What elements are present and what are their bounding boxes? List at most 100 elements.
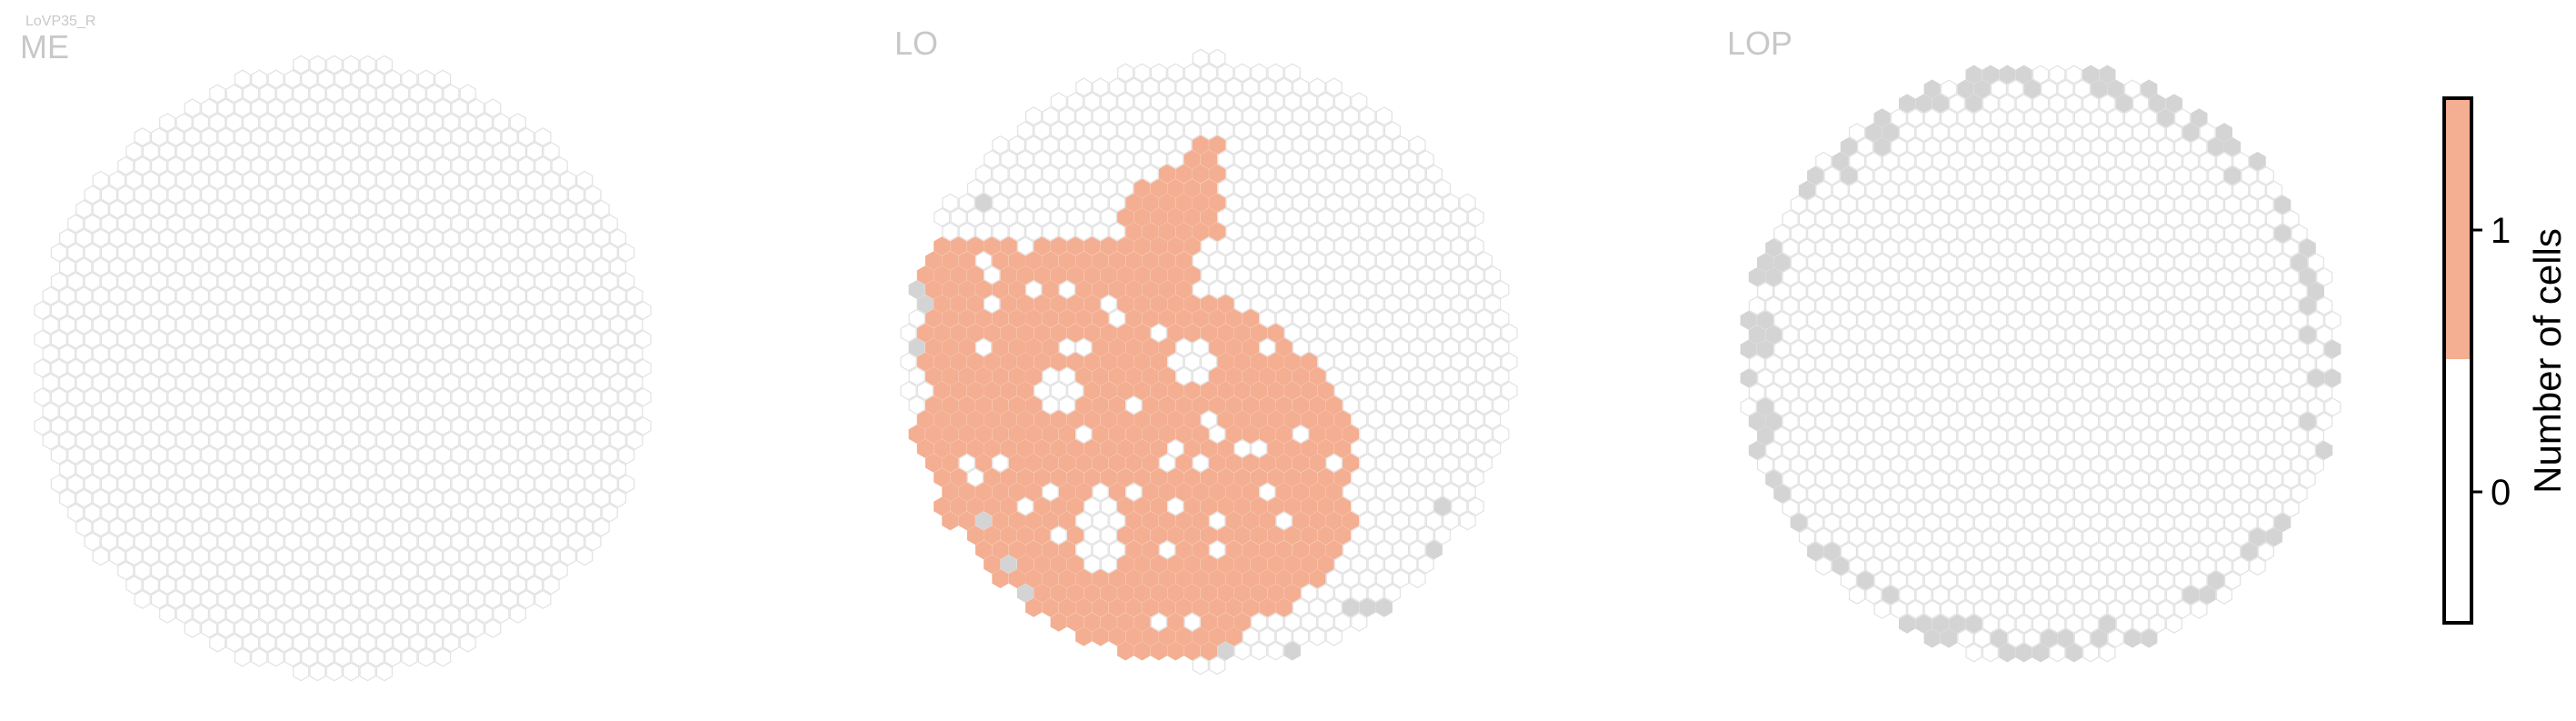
lop-hex-cell <box>1865 469 1882 489</box>
me-hex-cell <box>151 185 168 205</box>
lop-hex-cell <box>2023 253 2041 273</box>
lo-hex-cell <box>1351 265 1368 285</box>
lo-hex-cell <box>1142 280 1159 299</box>
me-hex-cell <box>309 142 326 161</box>
me-hex-cell <box>584 185 602 205</box>
panel-title-lop: LOP <box>1727 25 1792 62</box>
lop-hex-cell <box>2023 310 2041 330</box>
lop-hex-cell <box>1873 310 1891 330</box>
me-hex-cell <box>509 373 526 393</box>
me-hex-cell <box>92 286 109 305</box>
me-hex-cell <box>559 170 576 190</box>
me-hex-cell <box>109 431 126 450</box>
lop-hex-cell <box>2107 397 2124 417</box>
lo-hex-cell <box>1409 308 1426 328</box>
lo-hex-cell <box>1217 352 1234 372</box>
me-hex-cell <box>351 503 368 523</box>
me-hex-cell <box>351 445 368 465</box>
lo-hex-cell <box>1392 425 1410 444</box>
lop-hex-cell <box>2249 180 2266 200</box>
me-hex-cell <box>509 257 526 277</box>
lop-hex-cell <box>1957 397 1974 417</box>
lop-hex-cell <box>1832 383 1849 403</box>
me-hex-cell <box>192 170 209 190</box>
me-hex-cell <box>259 199 276 219</box>
lop-hex-cell <box>1882 180 1899 200</box>
me-hex-cell <box>551 532 568 552</box>
lo-hex-cell <box>1108 482 1126 502</box>
me-hex-cell <box>284 300 301 320</box>
lo-hex-cell <box>1417 467 1434 487</box>
lo-hex-cell <box>1493 337 1510 357</box>
me-hex-cell <box>484 127 502 147</box>
me-hex-cell <box>58 373 76 393</box>
me-hex-cell <box>325 576 343 595</box>
lo-hex-cell <box>1125 280 1143 299</box>
lo-hex-cell <box>1008 222 1026 242</box>
me-hex-cell <box>534 503 552 523</box>
me-hex-cell <box>134 589 151 609</box>
lo-hex-cell <box>1333 467 1352 487</box>
me-hex-cell <box>293 170 310 190</box>
lo-hex-cell <box>1383 583 1402 603</box>
lop-hex-cell <box>1857 224 1874 244</box>
lo-hex-cell <box>1443 453 1460 473</box>
lo-hex-cell <box>966 178 984 198</box>
lop-hex-cell <box>1982 94 1999 114</box>
me-hex-cell <box>134 300 151 320</box>
lop-hex-cell <box>1857 513 1874 533</box>
lop-hex-cell <box>2049 209 2066 229</box>
lop-hex-cell <box>1932 614 1949 634</box>
lop-hex-cell <box>2241 253 2258 273</box>
me-hex-cell <box>493 113 510 133</box>
me-hex-cell <box>151 474 168 494</box>
lop-hex-cell <box>1999 498 2016 518</box>
lo-hex-cell <box>1217 612 1234 632</box>
me-hex-cell <box>159 257 176 277</box>
lo-hex-cell <box>1309 597 1326 617</box>
lo-hex-cell <box>1317 294 1334 314</box>
lop-hex-cell <box>1790 339 1807 359</box>
lop-hex-cell <box>2282 469 2300 489</box>
lop-hex-cell <box>2115 440 2132 460</box>
me-hex-cell <box>534 300 552 320</box>
lop-hex-cell <box>2091 571 2108 590</box>
lop-hex-cell <box>1940 426 1958 446</box>
me-hex-cell <box>434 647 452 667</box>
lo-hex-cell <box>1142 193 1159 213</box>
me-hex-cell <box>125 257 143 277</box>
lop-hex-cell <box>1823 542 1841 562</box>
lop-hex-cell <box>1940 310 1958 330</box>
lop-hex-cell <box>2015 383 2032 403</box>
lo-hex-cell <box>1108 251 1126 271</box>
lop-hex-cell <box>1965 65 1982 85</box>
lo-hex-cell <box>1192 280 1209 299</box>
lop-hex-cell <box>1865 238 1882 258</box>
me-hex-cell <box>267 561 285 581</box>
lop-hex-cell <box>2015 180 2032 200</box>
lop-hex-cell <box>1932 527 1949 547</box>
me-hex-cell <box>134 474 151 494</box>
lo-hex-cell <box>1392 337 1410 357</box>
lop-hex-cell <box>2132 498 2150 518</box>
lo-hex-cell <box>1192 308 1209 328</box>
lo-hex-cell <box>1117 92 1134 112</box>
lop-hex-cell <box>2049 354 2066 374</box>
lo-hex-cell <box>1200 207 1218 227</box>
lop-hex-cell <box>2141 368 2158 388</box>
me-hex-cell <box>409 199 426 219</box>
me-hex-cell <box>284 445 301 465</box>
lo-hex-cell <box>1342 193 1360 213</box>
lo-hex-cell <box>1183 149 1201 169</box>
lo-hex-cell <box>1283 583 1301 603</box>
me-hex-cell <box>309 488 326 508</box>
lo-hex-cell <box>1225 251 1243 271</box>
me-hex-cell <box>209 257 226 277</box>
lo-hex-cell <box>1451 381 1468 401</box>
lo-hex-cell <box>1125 164 1143 184</box>
me-hex-cell <box>301 214 318 234</box>
lop-hex-cell <box>1915 295 1932 315</box>
lo-hex-cell <box>1217 265 1234 285</box>
me-hex-cell <box>501 445 518 465</box>
lop-hex-cell <box>1857 426 1874 446</box>
